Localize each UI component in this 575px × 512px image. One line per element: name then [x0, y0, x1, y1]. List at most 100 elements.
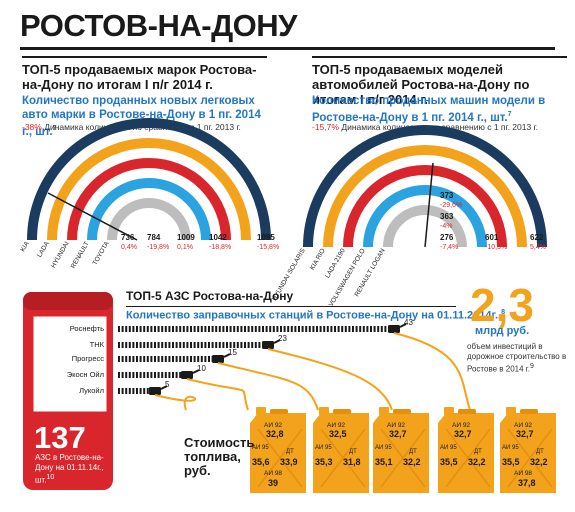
fuel-can-emboss-3 [380, 428, 426, 488]
brands-dynamics-5: 0,4% [121, 244, 137, 251]
models-rule [312, 56, 567, 58]
station-nozzle-3 [212, 355, 224, 363]
fuel-price-95-1: 35,6 [252, 457, 270, 467]
fuel-price-95-5: 35,5 [502, 457, 520, 467]
station-nozzle-tip-2 [273, 339, 281, 344]
stations-rule [126, 306, 456, 307]
brands-title: ТОП-5 продаваемых марок Ростова-на-Дону … [22, 62, 257, 92]
brands-rule [22, 56, 267, 58]
station-nozzle-1 [388, 325, 400, 333]
fuel-price-92-5: 32,7 [516, 429, 534, 439]
fuel-col-label-98-5: АИ 98 [514, 470, 532, 477]
station-nozzle-4 [181, 371, 193, 379]
brands-category-5: TOYOTA [92, 240, 111, 267]
fuel-can-handle-3 [393, 409, 411, 414]
fuel-price-95-2: 35,3 [315, 457, 333, 467]
brands-arc-1 [27, 118, 271, 241]
brands-chart: KIA LADA HYUNDAI RENAULT TOYOTA 1095 -15,8% 104… [19, 118, 279, 270]
station-nozzle-2 [262, 341, 274, 349]
fuel-col-label-95-5: АИ 95 [502, 445, 519, 451]
brands-value-1: 1095 [257, 233, 275, 242]
fuel-can-emboss-5 [507, 428, 553, 488]
fuel-col-label-92-1: АИ 92 [264, 422, 282, 429]
models-arc-1 [303, 125, 547, 248]
fuel-col-label-92-2: АИ 92 [327, 422, 345, 429]
station-value-1: 43 [404, 318, 413, 327]
fuel-price-95-3: 35,1 [375, 457, 393, 467]
fuel-price-92-1: 32,8 [266, 429, 284, 439]
fuel-can-handle-2 [333, 409, 351, 414]
title-rule [20, 47, 555, 50]
fuel-can-cap-4 [444, 407, 454, 415]
fuel-can-handle-1 [270, 409, 288, 414]
models-value-3: 373 [440, 191, 454, 200]
station-hose-1 [393, 332, 471, 411]
brands-value-3: 1009 [177, 233, 195, 242]
fuel-price-98-5: 37,8 [518, 478, 536, 488]
station-nozzle-tip-1 [399, 323, 407, 328]
fuel-col-label-92-4: АИ 92 [452, 422, 470, 429]
fuel-price-98-1: 39 [268, 478, 278, 488]
station-nozzle-tip-5 [160, 385, 168, 390]
fuel-can-cap-3 [379, 407, 389, 415]
fuel-col-label-95-1: АИ 95 [252, 445, 269, 451]
station-brand-4: Экосн Ойл [67, 370, 104, 379]
investment-value: 2,3 [470, 279, 534, 331]
fuel-price-dt-5: 32,2 [530, 457, 548, 467]
fuel-can-handle-4 [458, 409, 476, 414]
fuel-price-dt-2: 31,8 [343, 457, 361, 467]
fuel-col-label-92-3: АИ 92 [387, 422, 405, 429]
brands-category-3: HYUNDAI [50, 240, 71, 269]
models-title: ТОП-5 продаваемых моделей автомобилей Ро… [312, 62, 530, 107]
stations-chart: 43 Роснефть 23 ТНК 15 Прогресс 10 Экосн Ойл 5 Лук… [23, 292, 471, 490]
models-category-2: KIA RIO [309, 248, 327, 272]
station-hose-4 [186, 378, 249, 411]
brands-dynamics-3: 0,1% [177, 244, 193, 251]
station-pump-screen [33, 316, 107, 412]
fuel-col-label-98-1: АИ 98 [264, 470, 282, 477]
station-hose-5 [154, 394, 197, 411]
brands-needle [47, 192, 138, 241]
fuel-can-handle-5 [520, 409, 538, 414]
models-subtitle: Количество проданных машин модели в Рост… [312, 95, 546, 124]
station-brand-2: ТНК [90, 340, 105, 349]
fuel-price-92-3: 32,7 [389, 429, 407, 439]
models-value-2: 601 [485, 233, 499, 242]
brands-category-2: LADA [36, 240, 51, 259]
fuel-col-label-dt-3: ДТ [409, 449, 417, 455]
fuel-col-label-95-3: АИ 95 [375, 445, 392, 451]
models-value-1: 622 [530, 233, 544, 242]
station-pump-top [23, 292, 113, 310]
stations-total: 137 [34, 420, 86, 455]
fuel-col-label-95-4: АИ 95 [440, 445, 457, 451]
brands-dynamics-1: -15,8% [257, 244, 279, 251]
station-nozzle-5 [149, 387, 161, 395]
fuel-price-dt-4: 32,2 [468, 457, 486, 467]
fuel-col-label-95-2: АИ 95 [315, 445, 332, 451]
models-value-5: 276 [440, 233, 454, 242]
fuel-label: Стоимость топлива, руб. [184, 435, 255, 478]
brands-arc-2 [47, 138, 251, 241]
stations-total-note: АЗС в Ростове-на-Дону на 01.11.14г., шт.… [35, 453, 104, 485]
fuel-col-label-dt-1: ДТ [286, 449, 294, 455]
stations-subtitle: Количество заправочных станций в Ростове… [126, 309, 505, 322]
investment-unit: млрд руб. [475, 325, 530, 337]
fuel-can-cap-2 [319, 407, 329, 415]
fuel-can-emboss-4 [445, 428, 491, 488]
models-dynamics-3: -29,6% [440, 202, 462, 209]
brands-value-4: 784 [147, 233, 161, 242]
station-brand-5: Лукойл [79, 386, 104, 395]
brands-arc-3 [67, 158, 231, 241]
brands-arc-5 [107, 198, 191, 241]
brands-arc-4 [87, 178, 211, 241]
models-dynamics-2: -10,3% [485, 244, 507, 251]
models-arc-4 [363, 185, 487, 248]
models-category-3: LADA 2190 [324, 247, 347, 279]
page-title: РОСТОВ-НА-ДОНУ [20, 8, 297, 43]
models-dynamics-5: -7,4% [440, 244, 458, 251]
fuel-can-cap-5 [506, 407, 516, 415]
models-needle [424, 162, 434, 248]
models-value-4: 363 [440, 212, 454, 221]
